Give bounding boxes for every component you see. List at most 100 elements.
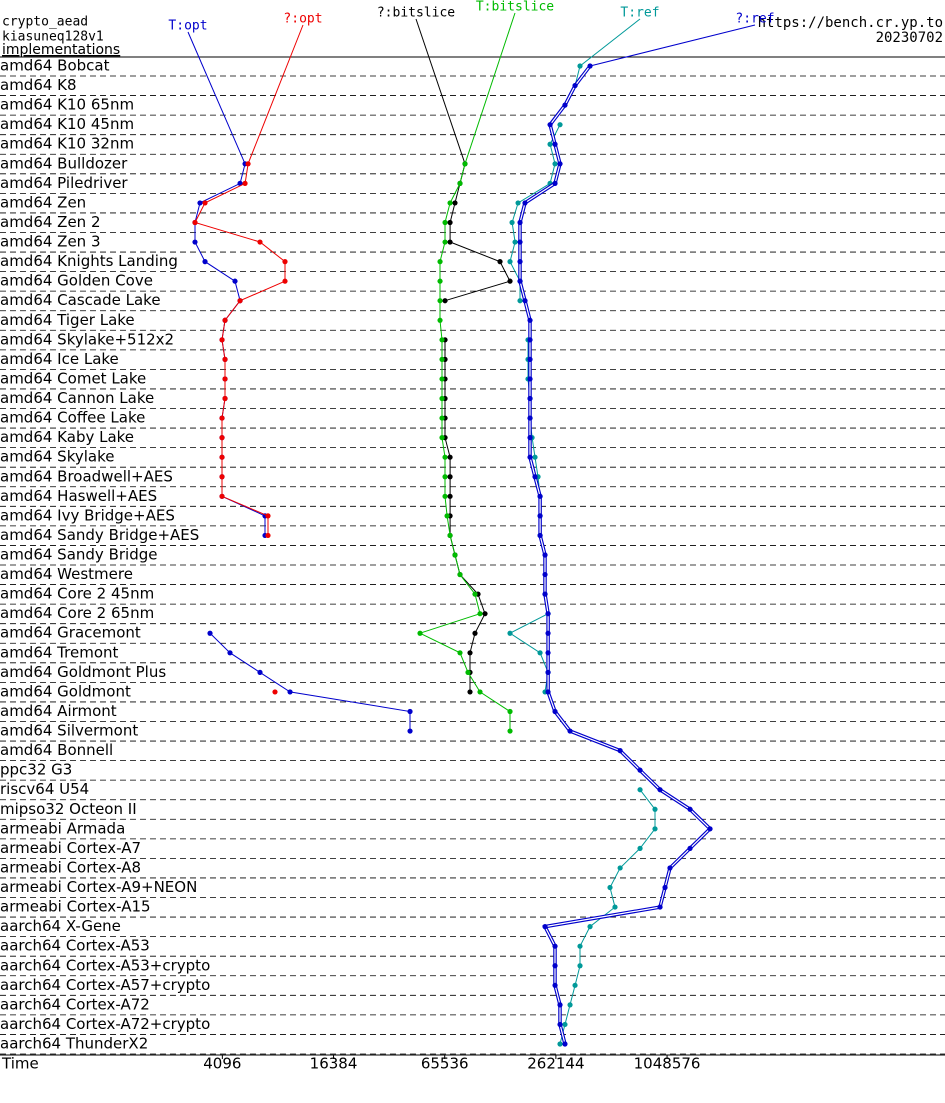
point <box>447 219 453 226</box>
point <box>417 630 423 636</box>
point <box>557 122 563 128</box>
point <box>552 161 558 167</box>
point <box>522 298 528 304</box>
row-label: ppc32 G3 <box>0 761 72 779</box>
point <box>552 180 558 186</box>
point <box>472 630 478 636</box>
point <box>517 239 523 245</box>
point <box>607 884 613 891</box>
point <box>439 435 445 441</box>
point <box>662 884 668 891</box>
point <box>265 532 271 539</box>
point <box>222 395 228 402</box>
point <box>527 415 533 421</box>
point <box>667 865 673 871</box>
point <box>467 689 473 695</box>
row-label: amd64 Comet Lake <box>0 369 146 387</box>
point <box>232 278 238 284</box>
point <box>447 200 453 206</box>
row-label: aarch64 Cortex-A72 <box>0 995 150 1013</box>
point <box>552 141 558 147</box>
row-label: amd64 Knights Landing <box>0 252 178 270</box>
point <box>507 708 513 715</box>
point <box>687 845 693 852</box>
point <box>707 826 713 832</box>
point <box>657 904 663 910</box>
row-label: armeabi Cortex-A9+NEON <box>0 878 197 896</box>
point <box>542 571 548 578</box>
point <box>442 298 448 304</box>
point <box>542 591 548 597</box>
row-label: amd64 K10 45nm <box>0 115 134 133</box>
point <box>515 200 521 206</box>
point <box>457 180 463 186</box>
row-label: riscv64 U54 <box>0 780 89 798</box>
point <box>437 317 443 323</box>
row-label: amd64 Sandy Bridge+AES <box>0 526 199 544</box>
point <box>222 317 228 323</box>
row-label: amd64 Skylake <box>0 448 114 466</box>
point <box>507 728 513 734</box>
row-label: aarch64 Cortex-A53+crypto <box>0 956 210 974</box>
point <box>202 259 208 265</box>
series-line <box>418 163 511 731</box>
row-label: aarch64 Cortex-A57+crypto <box>0 976 210 994</box>
point <box>652 826 658 832</box>
row-label: amd64 K10 65nm <box>0 96 134 114</box>
row-label: amd64 Haswell+AES <box>0 487 157 505</box>
point <box>522 200 528 206</box>
point <box>407 728 413 734</box>
point <box>537 513 543 519</box>
point <box>537 650 543 656</box>
row-label: amd64 Zen <box>0 193 86 211</box>
date: 20230702 <box>876 30 943 46</box>
legend-leader <box>579 18 641 67</box>
point <box>567 728 573 734</box>
point <box>527 356 533 362</box>
row-label: amd64 Airmont <box>0 702 117 720</box>
point <box>527 317 533 323</box>
row-label: amd64 Zen 2 <box>0 213 101 231</box>
row-label: aarch64 Cortex-A72+crypto <box>0 1015 210 1033</box>
point <box>587 924 593 930</box>
row-label: aarch64 ThunderX2 <box>0 1035 148 1053</box>
point <box>562 1041 568 1047</box>
point <box>222 356 228 362</box>
point <box>219 435 225 441</box>
source: https://bench.cr.yp.to <box>758 15 943 31</box>
row-label: mipso32 Octeon II <box>0 800 137 818</box>
point <box>552 943 558 949</box>
point <box>477 689 483 695</box>
point <box>517 259 523 265</box>
point <box>437 259 443 265</box>
legend-label: T:bitslice <box>476 0 554 15</box>
point <box>537 532 543 539</box>
point <box>537 493 543 499</box>
header-line: kiasuneq128v1 <box>2 30 104 45</box>
row-label: amd64 Gracemont <box>0 624 141 642</box>
point <box>572 82 578 89</box>
point <box>472 591 478 597</box>
point <box>527 376 533 382</box>
legend-leader <box>247 24 304 164</box>
point <box>439 376 445 382</box>
row-label: amd64 Sandy Bridge <box>0 546 157 564</box>
row-label: armeabi Cortex-A8 <box>0 858 141 876</box>
point <box>222 376 228 382</box>
row-label: amd64 Ice Lake <box>0 350 119 368</box>
row-label: amd64 K10 32nm <box>0 135 134 153</box>
point <box>465 669 471 675</box>
point <box>219 493 225 499</box>
point <box>257 669 263 675</box>
point <box>219 474 225 480</box>
point <box>567 1002 573 1008</box>
point <box>207 630 213 636</box>
point <box>507 278 513 284</box>
point <box>557 1021 563 1028</box>
point <box>287 689 293 695</box>
x-tick-label: 1048576 <box>634 1055 701 1073</box>
point <box>557 161 563 167</box>
point <box>442 454 448 460</box>
row-label: amd64 Tremont <box>0 643 119 661</box>
